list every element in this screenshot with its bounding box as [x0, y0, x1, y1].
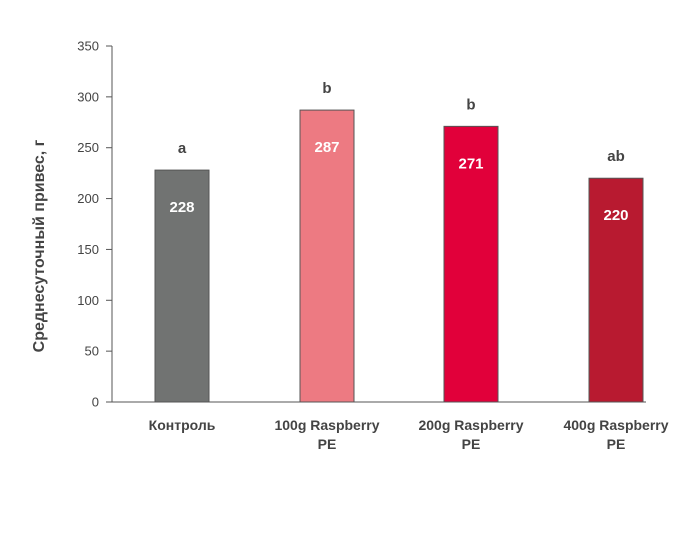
- x-category-label: Контроль: [149, 417, 216, 433]
- x-category-label: PE: [318, 436, 337, 452]
- y-axis: 0 50 100 150 200 250 300 350: [77, 39, 112, 410]
- bar-value-label: 228: [169, 199, 194, 216]
- y-tick-label: 350: [77, 39, 99, 54]
- x-category-label: 200g Raspberry: [418, 417, 523, 433]
- bar: [443, 125, 499, 403]
- x-axis-labels: Контроль 100g Raspberry PE 200g Raspberry PE…: [149, 417, 669, 452]
- y-axis-title: Среднесуточный привес, г: [31, 139, 48, 352]
- significance-label: b: [466, 96, 475, 113]
- bar-value-label: 287: [314, 139, 339, 156]
- x-category-label: 400g Raspberry: [563, 417, 668, 433]
- x-category-label: 100g Raspberry: [274, 417, 379, 433]
- significance-label: b: [322, 80, 331, 97]
- bar: [154, 169, 210, 403]
- significance-label: a: [178, 140, 187, 157]
- x-category-label: PE: [462, 436, 481, 452]
- y-tick-label: 150: [77, 242, 99, 257]
- significance-label: ab: [607, 148, 625, 165]
- x-category-label: PE: [607, 436, 626, 452]
- bar-value-label: 271: [458, 155, 483, 172]
- bar: [299, 109, 355, 403]
- y-tick-label: 200: [77, 191, 99, 206]
- y-tick-label: 0: [92, 395, 99, 410]
- y-tick-label: 250: [77, 140, 99, 155]
- bars: 228 a 287 b 271 b 220 ab: [154, 80, 644, 403]
- y-tick-label: 50: [85, 344, 99, 359]
- y-tick-label: 300: [77, 89, 99, 104]
- bar-value-label: 220: [603, 207, 628, 224]
- bar: [588, 177, 644, 403]
- y-tick-label: 100: [77, 293, 99, 308]
